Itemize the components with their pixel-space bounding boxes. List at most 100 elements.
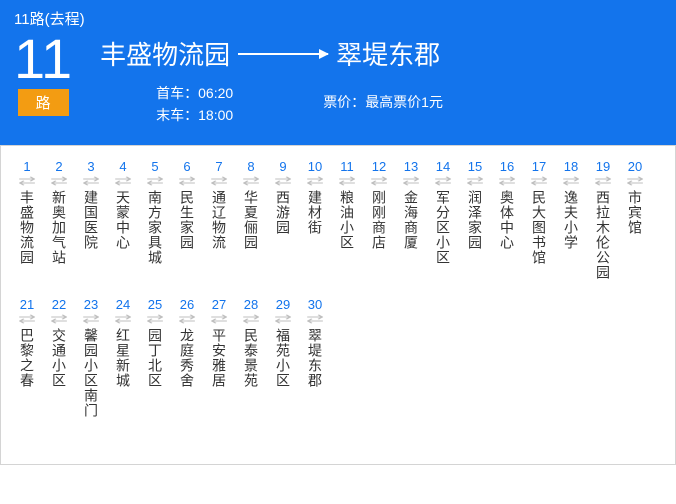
stop-name: 西拉木伦公园 bbox=[596, 190, 610, 280]
stop-item: 7⇄通辽物流 bbox=[203, 160, 235, 280]
stop-number: 22 bbox=[52, 298, 66, 311]
transfer-icon: ⇄ bbox=[306, 313, 324, 325]
stop-name: 福苑小区 bbox=[276, 328, 290, 388]
transfer-icon: ⇄ bbox=[50, 313, 68, 325]
transfer-icon: ⇄ bbox=[274, 313, 292, 325]
stop-item: 9 ⇄ 西游园 bbox=[267, 160, 299, 280]
route-suffix: 路 bbox=[18, 89, 69, 116]
route-header: 11路(去程) 11 路 丰盛物流园 翠堤东郡 首车：06:20 末车：18:0… bbox=[0, 0, 676, 145]
transfer-icon: ⇄ bbox=[18, 175, 36, 187]
stop-name: 民泰景苑 bbox=[244, 328, 258, 388]
header-title: 11路(去程) bbox=[14, 8, 662, 29]
stop-number: 21 bbox=[20, 298, 34, 311]
fare-value: 最高票价1元 bbox=[365, 94, 443, 110]
stop-number: 17 bbox=[532, 160, 546, 173]
stop-number: 8 bbox=[247, 160, 254, 173]
stop-item: 12⇄刚刚商店 bbox=[363, 160, 395, 280]
stop-name: 民生家园 bbox=[180, 190, 194, 250]
stop-item: 16⇄奥体中心 bbox=[491, 160, 523, 280]
stop-item: 15⇄润泽家园 bbox=[459, 160, 491, 280]
stop-item: 18 ⇄ 逸夫小学 bbox=[555, 160, 587, 280]
stop-number: 9 bbox=[279, 160, 286, 173]
stop-number: 27 bbox=[212, 298, 226, 311]
stop-name: 翠堤东郡 bbox=[308, 328, 322, 388]
transfer-icon: ⇄ bbox=[242, 313, 260, 325]
stop-item: 29⇄福苑小区 bbox=[267, 298, 299, 418]
transfer-icon: ⇄ bbox=[50, 175, 68, 187]
stop-item: 2 ⇄ 新奥加气站 bbox=[43, 160, 75, 280]
transfer-icon: ⇄ bbox=[562, 175, 580, 187]
transfer-icon: ⇄ bbox=[114, 313, 132, 325]
transfer-icon: ⇄ bbox=[210, 313, 228, 325]
stop-number: 18 bbox=[564, 160, 578, 173]
stop-name: 金海商厦 bbox=[404, 190, 418, 250]
first-bus-time: 06:20 bbox=[198, 85, 233, 101]
stop-item: 14⇄军分区小区 bbox=[427, 160, 459, 280]
stop-item: 3 ⇄ 建国医院 bbox=[75, 160, 107, 280]
stop-name: 建材街 bbox=[308, 190, 322, 235]
stop-item: 25 ⇄ 园丁北区 bbox=[139, 298, 171, 418]
transfer-icon: ⇄ bbox=[82, 313, 100, 325]
stop-name: 龙庭秀舍 bbox=[180, 328, 194, 388]
stop-item: 1⇄丰盛物流园 bbox=[11, 160, 43, 280]
stop-item: 23⇄馨园小区南门 bbox=[75, 298, 107, 418]
stop-item: 19 ⇄ 西拉木伦公园 bbox=[587, 160, 619, 280]
transfer-icon: ⇄ bbox=[274, 175, 292, 187]
destination-name: 翠堤东郡 bbox=[336, 35, 440, 72]
stop-name: 交通小区 bbox=[52, 328, 66, 388]
stop-item: 10⇄建材街 bbox=[299, 160, 331, 280]
transfer-icon: ⇄ bbox=[338, 175, 356, 187]
fare-info: 票价：最高票价1元 bbox=[323, 92, 443, 127]
stop-name: 建国医院 bbox=[84, 190, 98, 250]
transfer-icon: ⇄ bbox=[594, 175, 612, 187]
stop-number: 24 bbox=[116, 298, 130, 311]
fare-label: 票价： bbox=[323, 94, 365, 110]
arrow-icon bbox=[238, 53, 328, 55]
route-number-block: 11 路 bbox=[14, 31, 72, 116]
stop-name: 奥体中心 bbox=[500, 190, 514, 250]
stop-number: 12 bbox=[372, 160, 386, 173]
schedule-times: 首车：06:20 末车：18:00 bbox=[156, 82, 233, 127]
transfer-icon: ⇄ bbox=[434, 175, 452, 187]
stop-number: 14 bbox=[436, 160, 450, 173]
route-number: 11 bbox=[14, 31, 72, 87]
stop-name: 市宾馆 bbox=[628, 190, 642, 235]
stop-name: 园丁北区 bbox=[148, 328, 162, 388]
stop-name: 新奥加气站 bbox=[52, 190, 66, 265]
stop-number: 2 bbox=[55, 160, 62, 173]
stop-name: 粮油小区 bbox=[340, 190, 354, 250]
stop-item: 20 ⇄ 市宾馆 bbox=[619, 160, 651, 280]
stop-name: 平安雅居 bbox=[212, 328, 226, 388]
stop-item: 13⇄金海商厦 bbox=[395, 160, 427, 280]
transfer-icon: ⇄ bbox=[114, 175, 132, 187]
stop-number: 5 bbox=[151, 160, 158, 173]
transfer-icon: ⇄ bbox=[306, 175, 324, 187]
stop-number: 25 bbox=[148, 298, 162, 311]
transfer-icon: ⇄ bbox=[530, 175, 548, 187]
stop-name: 西游园 bbox=[276, 190, 290, 235]
transfer-icon: ⇄ bbox=[242, 175, 260, 187]
stop-number: 16 bbox=[500, 160, 514, 173]
transfer-icon: ⇄ bbox=[178, 175, 196, 187]
stop-number: 20 bbox=[628, 160, 642, 173]
stop-item: 22 ⇄ 交通小区 bbox=[43, 298, 75, 418]
stop-item: 27 ⇄ 平安雅居 bbox=[203, 298, 235, 418]
stop-name: 巴黎之春 bbox=[20, 328, 34, 388]
stop-name: 馨园小区南门 bbox=[84, 328, 98, 418]
stop-number: 26 bbox=[180, 298, 194, 311]
transfer-icon: ⇄ bbox=[370, 175, 388, 187]
transfer-icon: ⇄ bbox=[146, 313, 164, 325]
stop-number: 3 bbox=[87, 160, 94, 173]
stop-number: 19 bbox=[596, 160, 610, 173]
stop-name: 逸夫小学 bbox=[564, 190, 578, 250]
stop-name: 润泽家园 bbox=[468, 190, 482, 250]
stop-number: 7 bbox=[215, 160, 222, 173]
stop-item: 28 ⇄ 民泰景苑 bbox=[235, 298, 267, 418]
last-bus-time: 18:00 bbox=[198, 107, 233, 123]
transfer-icon: ⇄ bbox=[626, 175, 644, 187]
stop-name: 丰盛物流园 bbox=[20, 190, 34, 265]
stop-number: 15 bbox=[468, 160, 482, 173]
stop-item: 5⇄南方家具城 bbox=[139, 160, 171, 280]
stop-number: 28 bbox=[244, 298, 258, 311]
transfer-icon: ⇄ bbox=[82, 175, 100, 187]
